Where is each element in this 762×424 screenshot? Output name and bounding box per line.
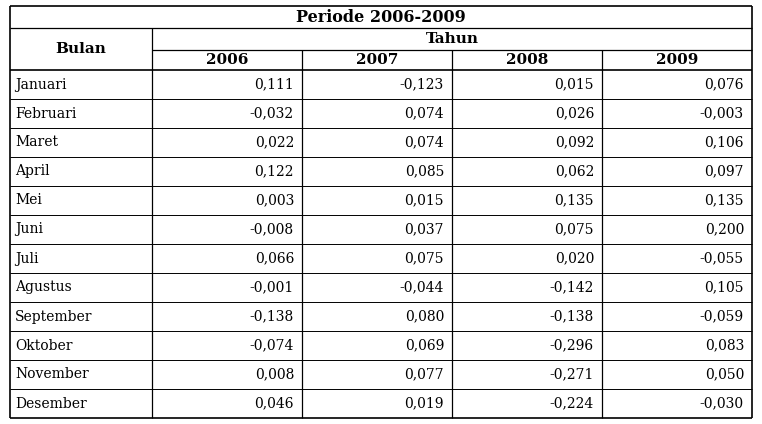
Text: 0,135: 0,135 [705,193,744,207]
Text: 0,083: 0,083 [705,338,744,352]
Text: 0,111: 0,111 [255,78,294,92]
Text: 0,020: 0,020 [555,251,594,265]
Text: 0,069: 0,069 [405,338,444,352]
Text: 0,092: 0,092 [555,136,594,150]
Text: 2007: 2007 [356,53,399,67]
Text: -0,138: -0,138 [549,310,594,324]
Text: Mei: Mei [15,193,42,207]
Text: -0,296: -0,296 [550,338,594,352]
Text: -0,032: -0,032 [250,106,294,120]
Text: -0,138: -0,138 [250,310,294,324]
Text: 2006: 2006 [206,53,248,67]
Text: 0,077: 0,077 [405,368,444,382]
Text: 2008: 2008 [506,53,548,67]
Text: Desember: Desember [15,396,87,410]
Text: November: November [15,368,88,382]
Text: 0,015: 0,015 [405,193,444,207]
Text: Periode 2006-2009: Periode 2006-2009 [296,8,466,25]
Text: Februari: Februari [15,106,76,120]
Text: Bulan: Bulan [56,42,107,56]
Text: 0,106: 0,106 [705,136,744,150]
Text: 0,097: 0,097 [705,165,744,179]
Text: 0,122: 0,122 [255,165,294,179]
Text: 0,050: 0,050 [705,368,744,382]
Text: Agustus: Agustus [15,281,72,295]
Text: 0,200: 0,200 [705,223,744,237]
Text: -0,142: -0,142 [549,281,594,295]
Text: -0,001: -0,001 [250,281,294,295]
Text: Juni: Juni [15,223,43,237]
Text: 0,085: 0,085 [405,165,444,179]
Text: 0,003: 0,003 [255,193,294,207]
Text: -0,030: -0,030 [700,396,744,410]
Text: -0,055: -0,055 [700,251,744,265]
Text: 0,076: 0,076 [705,78,744,92]
Text: Oktober: Oktober [15,338,72,352]
Text: 0,066: 0,066 [255,251,294,265]
Text: 0,046: 0,046 [255,396,294,410]
Text: 2009: 2009 [656,53,698,67]
Text: 0,019: 0,019 [405,396,444,410]
Text: 0,075: 0,075 [405,251,444,265]
Text: Juli: Juli [15,251,39,265]
Text: September: September [15,310,92,324]
Text: 0,022: 0,022 [255,136,294,150]
Text: 0,105: 0,105 [705,281,744,295]
Text: 0,015: 0,015 [555,78,594,92]
Text: 0,080: 0,080 [405,310,444,324]
Text: Maret: Maret [15,136,58,150]
Text: 0,026: 0,026 [555,106,594,120]
Text: 0,037: 0,037 [405,223,444,237]
Text: -0,123: -0,123 [400,78,444,92]
Text: 0,135: 0,135 [555,193,594,207]
Text: -0,044: -0,044 [399,281,444,295]
Text: Januari: Januari [15,78,66,92]
Text: 0,008: 0,008 [255,368,294,382]
Text: April: April [15,165,50,179]
Text: Tahun: Tahun [425,32,479,46]
Text: 0,074: 0,074 [405,136,444,150]
Text: 0,074: 0,074 [405,106,444,120]
Text: -0,059: -0,059 [700,310,744,324]
Text: 0,062: 0,062 [555,165,594,179]
Text: -0,074: -0,074 [250,338,294,352]
Text: -0,008: -0,008 [250,223,294,237]
Text: -0,224: -0,224 [549,396,594,410]
Text: -0,003: -0,003 [700,106,744,120]
Text: 0,075: 0,075 [555,223,594,237]
Text: -0,271: -0,271 [549,368,594,382]
